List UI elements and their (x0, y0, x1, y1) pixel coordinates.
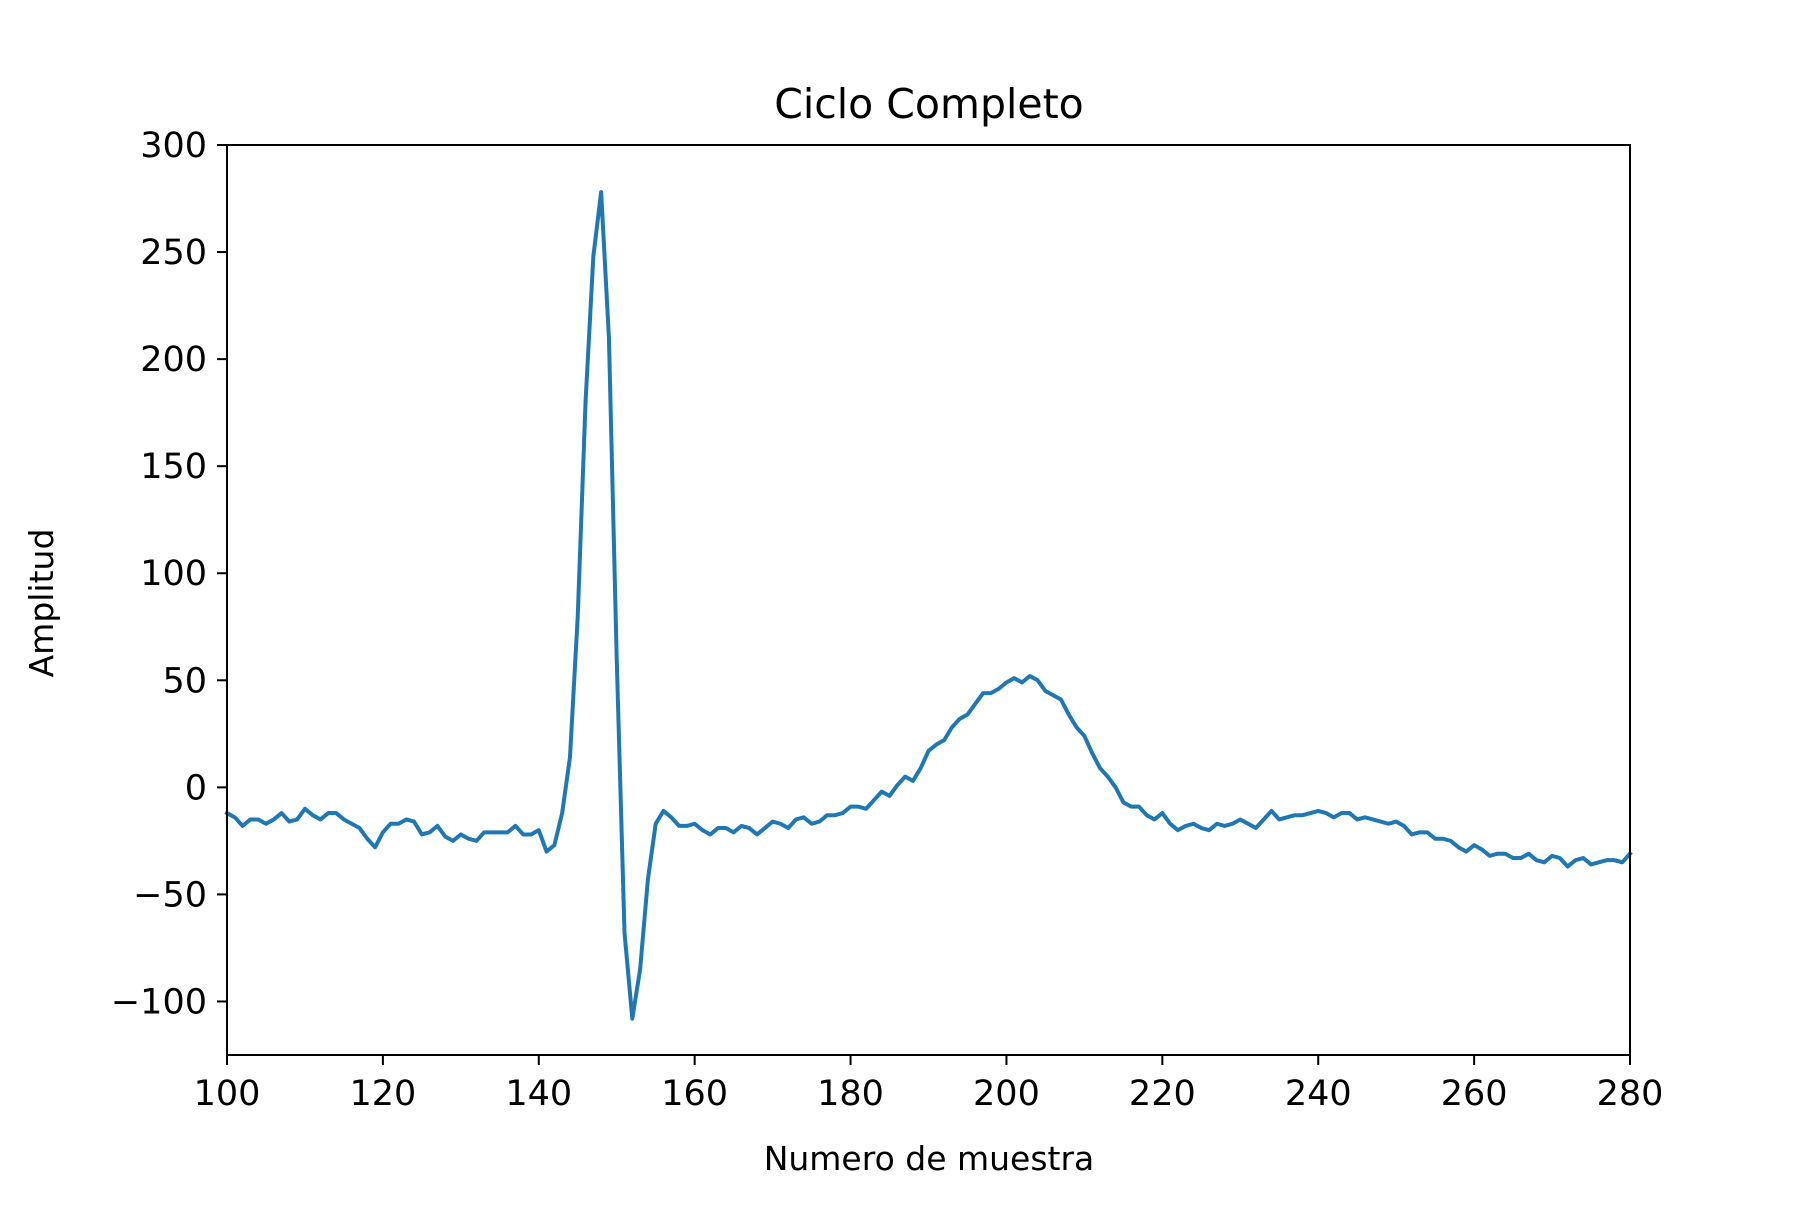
y-tick-label: 150 (140, 447, 207, 487)
y-tick-label: −100 (111, 982, 207, 1022)
x-tick-label: 100 (194, 1074, 261, 1114)
plot-frame (226, 144, 1631, 1056)
x-axis-label: Numero de muestra (764, 1139, 1095, 1178)
x-axis: 100 120 140 160 180 200 220 240 260 280 (194, 1055, 1664, 1114)
x-tick-label: 200 (973, 1074, 1040, 1114)
x-tick-label: 280 (1597, 1074, 1664, 1114)
y-tick-label: 250 (140, 233, 207, 273)
x-tick-label: 180 (817, 1074, 884, 1114)
y-tick-label: −50 (133, 875, 207, 915)
y-axis: −100 −50 0 50 100 150 200 250 300 (111, 126, 227, 1022)
y-tick-label: 50 (162, 661, 207, 701)
plot-data-layer (224, 190, 1633, 1021)
x-tick-label: 240 (1285, 1074, 1352, 1114)
y-tick-label: 0 (185, 768, 207, 808)
y-tick-label: 100 (140, 554, 207, 594)
y-axis-label: Amplitud (22, 529, 61, 678)
x-tick-label: 160 (661, 1074, 728, 1114)
x-tick-label: 140 (505, 1074, 572, 1114)
x-tick-label: 120 (349, 1074, 416, 1114)
x-tick-label: 260 (1441, 1074, 1508, 1114)
x-tick-label: 220 (1129, 1074, 1196, 1114)
chart-title: Ciclo Completo (774, 80, 1084, 128)
y-tick-label: 200 (140, 340, 207, 380)
y-tick-label: 300 (140, 126, 207, 166)
series-line (224, 190, 1633, 1021)
